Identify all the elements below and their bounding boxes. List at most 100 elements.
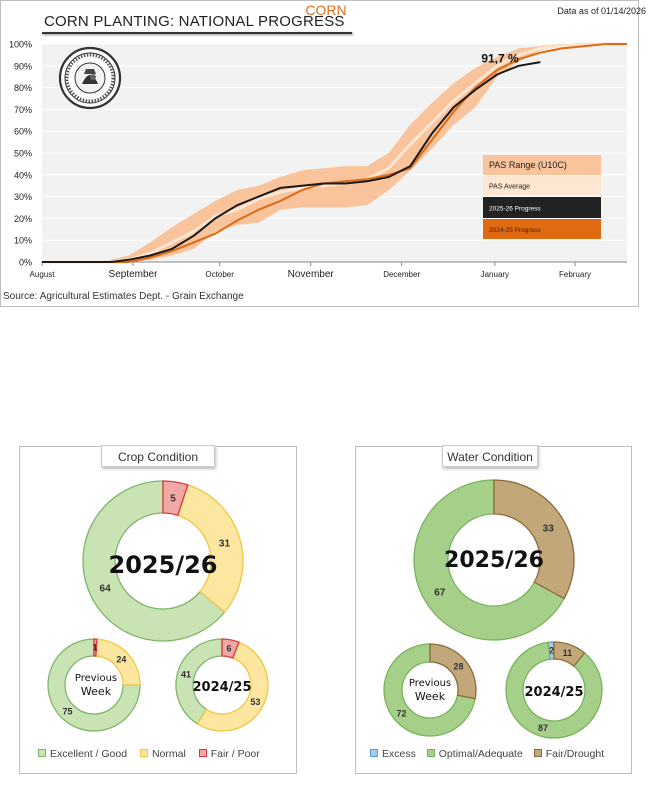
segment-value-label: 64: [100, 584, 112, 595]
chart-title: CORN PLANTING: NATIONAL PROGRESS: [44, 13, 345, 30]
water-legend: Excess Optimal/Adequate Fair/Drought: [370, 748, 604, 760]
legend-swatch: [483, 219, 601, 239]
progress-2025-26-line: [42, 61, 541, 263]
y-tick-label: 100%: [9, 40, 32, 50]
donut-segment: [383, 643, 476, 737]
segment-value-label: 28: [454, 662, 464, 672]
y-tick-label: 80%: [14, 83, 32, 93]
y-tick-label: 60%: [14, 127, 32, 137]
donut-segment: [221, 638, 240, 659]
crop-condition-panel: 64 31 5 2025/26 75 24 1 Previous Week 41 53 6 2024/2…: [19, 445, 297, 774]
legend-item-excellent: Excellent / Good: [38, 748, 127, 760]
donut-segment: [553, 641, 586, 668]
donut-center-label: Week: [81, 685, 112, 698]
segment-value-label: 72: [396, 709, 406, 719]
crop-donut-2024-25: 41 53 6 2024/25: [175, 638, 269, 732]
segment-value-label: 24: [116, 654, 126, 664]
progress-annotation: 91,7 %: [481, 52, 519, 66]
y-tick-label: 90%: [14, 61, 32, 71]
y-tick-label: 40%: [14, 170, 32, 180]
progress-2024-25-line: [42, 43, 627, 263]
source-note: Source: Agricultural Estimates Dept. - G…: [3, 291, 244, 302]
crop-condition-title: Crop Condition: [101, 445, 215, 467]
segment-value-label: 41: [181, 670, 191, 680]
y-tick-label: 50%: [14, 149, 32, 159]
pas-range-band: [42, 44, 627, 262]
donut-center-label: 2025/26: [444, 548, 544, 573]
segment-value-label: 87: [538, 723, 548, 733]
legend-item-optimal: Optimal/Adequate: [426, 748, 523, 760]
x-tick-label: October: [205, 270, 234, 279]
legend-swatch: [483, 197, 601, 218]
donut-center-label: Previous: [75, 673, 117, 684]
water-donut-2024-25: 2 87 11 2024/25: [505, 641, 603, 739]
data-date-note: Data as of 01/14/2026: [557, 6, 646, 16]
x-tick-label: December: [383, 270, 420, 279]
legend-label: 2024-25 Progress: [489, 227, 541, 234]
segment-value-label: 75: [62, 707, 72, 717]
legend-label-excellent: Excellent / Good: [50, 748, 128, 760]
segment-value-label: 11: [563, 648, 573, 658]
segment-value-label: 2: [549, 646, 554, 656]
donut-center-label: Previous: [409, 678, 451, 689]
excellent-swatch-icon: [38, 749, 46, 758]
segment-value-label: 5: [170, 493, 176, 504]
legend-label-poor: Fair / Poor: [210, 748, 260, 760]
excess-swatch-icon: [370, 749, 378, 758]
donut-center-label: 2025/26: [109, 551, 218, 579]
donut-segment: [162, 480, 189, 517]
donut-segment: [93, 638, 98, 657]
crop-legend: Excellent / Good Normal Fair / Poor: [38, 748, 270, 760]
segment-value-label: 31: [219, 539, 231, 550]
legend-label-optimal: Optimal/Adequate: [438, 748, 523, 760]
x-tick-label: September: [109, 269, 159, 280]
donut-segment: [82, 480, 226, 642]
donut-segment: [413, 479, 565, 641]
water-donut-2025-26: 67 33 2025/26: [413, 479, 575, 641]
drought-swatch-icon: [533, 749, 542, 758]
segment-value-label: 6: [227, 643, 232, 653]
legend-label-normal: Normal: [151, 748, 186, 760]
y-tick-label: 70%: [14, 105, 32, 115]
crop-donut-2025-26: 64 31 5 2025/26: [82, 480, 244, 642]
donut-center-label: 2024/25: [192, 680, 251, 695]
x-tick-label: August: [30, 270, 56, 279]
optimal-swatch-icon: [426, 749, 435, 758]
water-condition-title: Water Condition: [442, 445, 538, 467]
segment-value-label: 1: [93, 643, 98, 653]
progress-chart-svg: 0% 10% 20% 30% 40% 50% 60% 70% 80% 90% 100% August S…: [9, 40, 627, 280]
legend-label: PAS Average: [489, 184, 530, 191]
y-tick-label: 0%: [19, 258, 32, 268]
x-tick-label: January: [481, 270, 509, 279]
donut-segment: [429, 643, 477, 700]
x-tick-label: November: [288, 269, 335, 280]
legend-swatch: [483, 155, 601, 175]
y-tick-label: 20%: [14, 214, 32, 224]
donut-segment: [47, 638, 141, 732]
legend-item-excess: Excess: [370, 748, 416, 760]
legend-label-excess: Excess: [382, 748, 416, 760]
segment-value-label: 53: [250, 697, 260, 707]
donut-center-label: Week: [415, 690, 446, 703]
y-tick-label: 30%: [14, 192, 32, 202]
legend-label: 2025-26 Progress: [489, 206, 541, 213]
y-tick-label: 10%: [14, 236, 32, 246]
water-condition-panel: 67 33 2025/26 72 28 Previous Week 2 87 11 2024/25 …: [355, 445, 632, 774]
legend-item-normal: Normal: [139, 748, 186, 760]
chart-title-underline: [42, 32, 352, 34]
legend-item-drought: Fair/Drought: [533, 748, 605, 760]
grain-exchange-seal-icon: [58, 46, 122, 110]
donut-segment: [505, 641, 603, 739]
legend-label: PAS Range (U10C): [489, 160, 567, 170]
planting-progress-chart: 0% 10% 20% 30% 40% 50% 60% 70% 80% 90% 100% August S…: [0, 0, 646, 307]
donut-segment: [493, 479, 575, 600]
legend-item-poor: Fair / Poor: [198, 748, 260, 760]
legend-label-drought: Fair/Drought: [545, 748, 605, 760]
normal-swatch-icon: [139, 749, 148, 758]
segment-value-label: 33: [543, 523, 555, 534]
segment-value-label: 67: [434, 588, 446, 599]
